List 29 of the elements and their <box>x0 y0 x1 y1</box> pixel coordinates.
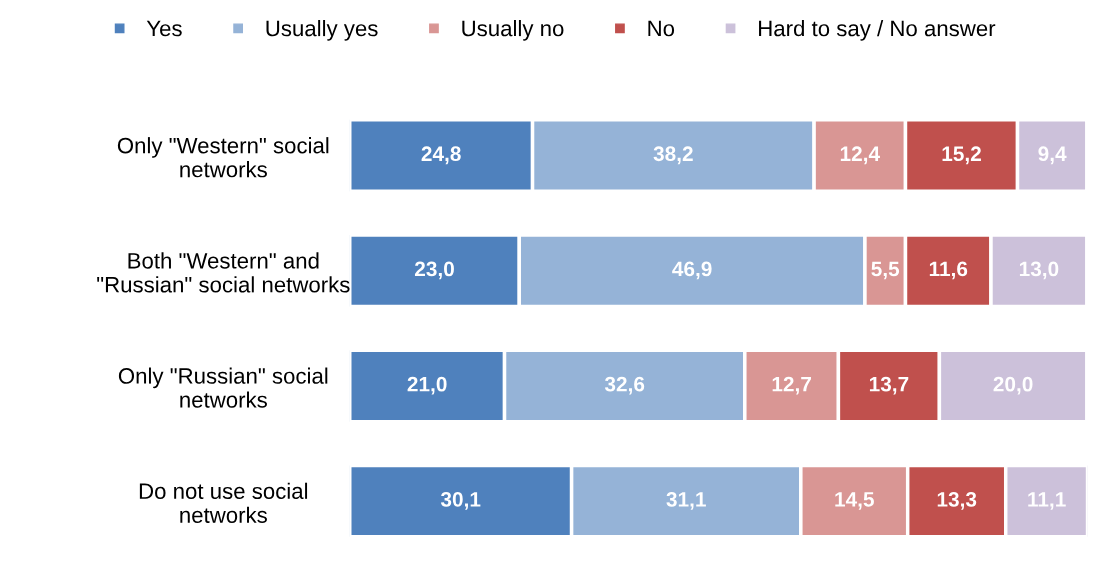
data-label: 46,9 <box>672 261 712 280</box>
y-tick-label: Both "Western" and "Russian" social networks <box>97 252 350 293</box>
data-label: 13,0 <box>1019 261 1059 280</box>
data-label: 12,4 <box>840 146 880 165</box>
y-tick-label: Only "Russian" social networks <box>118 367 328 408</box>
data-label: 11,6 <box>929 261 968 280</box>
data-label: 12,7 <box>772 376 811 395</box>
data-label: 24,8 <box>421 146 461 165</box>
legend-label: Usually yes <box>266 20 378 41</box>
data-label: 13,7 <box>869 376 909 395</box>
data-label: 9,4 <box>1038 146 1067 165</box>
data-label: 15,2 <box>942 146 981 165</box>
legend-label: No <box>648 20 675 37</box>
data-label: 20,0 <box>993 376 1033 395</box>
data-label: 21,0 <box>407 376 447 395</box>
legend-label: Usually no <box>462 20 564 41</box>
data-label: 11,1 <box>1028 492 1066 510</box>
data-label: 31,1 <box>666 491 706 510</box>
data-label: 14,5 <box>835 492 874 510</box>
data-label: 5,5 <box>871 261 900 280</box>
y-tick-label: Do not use social networks <box>139 482 308 523</box>
data-label: 38,2 <box>653 146 693 165</box>
data-label: 13,3 <box>937 491 977 510</box>
data-label: 23,0 <box>414 261 454 280</box>
legend-label: Yes <box>146 20 182 37</box>
data-label: 32,6 <box>604 376 645 395</box>
legend-label: Hard to say / No answer <box>759 20 996 41</box>
data-label: 30,1 <box>440 491 481 510</box>
y-tick-label: Only "Western" social networks <box>117 137 329 178</box>
